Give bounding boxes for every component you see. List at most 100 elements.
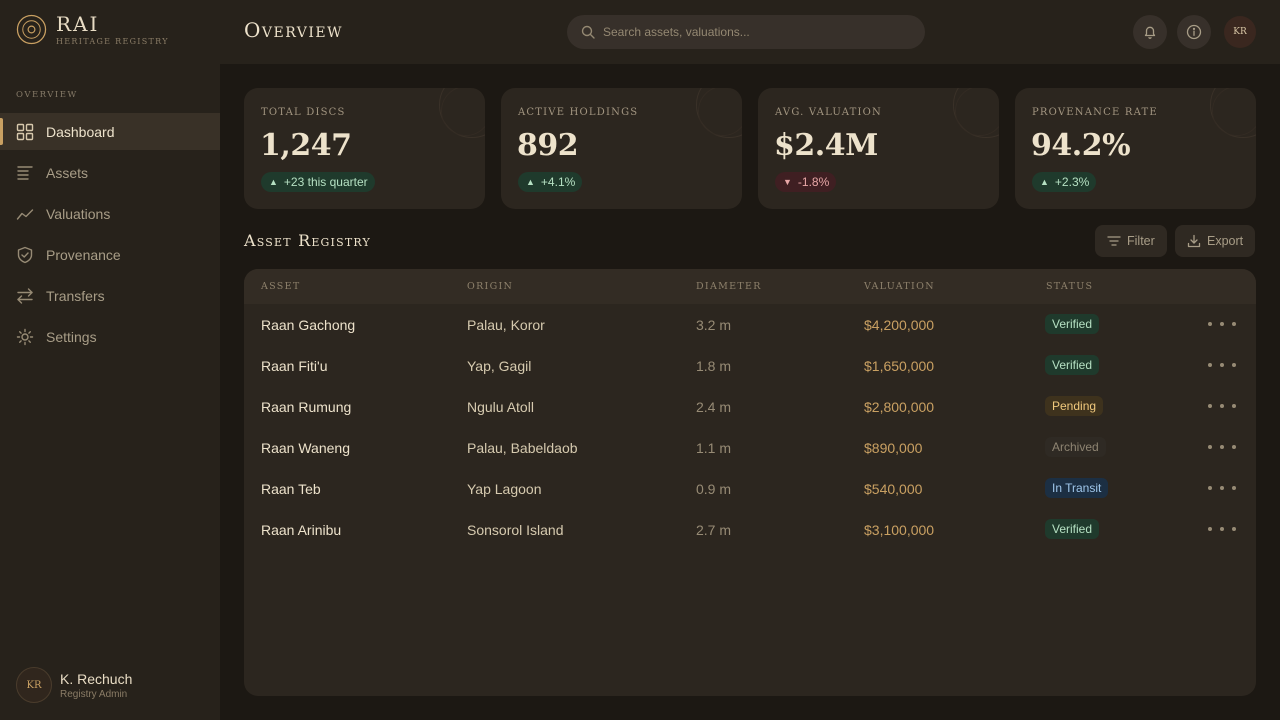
- filter-label: Filter: [1127, 234, 1155, 248]
- sidebar-item-transfers[interactable]: Transfers: [0, 277, 220, 314]
- sidebar-item-settings[interactable]: Settings: [0, 318, 220, 355]
- stat-delta: ▲ +2.3%: [1032, 172, 1097, 192]
- status-badge: Verified: [1045, 355, 1100, 375]
- card-decoration: [698, 88, 742, 136]
- sidebar-item-label: Provenance: [46, 246, 121, 263]
- more-options-icon[interactable]: [1208, 440, 1236, 454]
- column-header-origin[interactable]: Origin: [467, 281, 514, 292]
- sidebar: RAI Heritage Registry Overview Dashboard…: [0, 0, 220, 720]
- user-profile[interactable]: KR K. Rechuch Registry Admin: [16, 667, 132, 703]
- column-header-valuation[interactable]: Valuation: [864, 281, 935, 292]
- stat-card-avg-valuation: Avg. Valuation $2.4M ▼ -1.8%: [758, 88, 999, 209]
- sidebar-item-label: Transfers: [46, 287, 105, 304]
- header-avatar[interactable]: KR: [1224, 16, 1256, 48]
- asset-diameter: 2.7 m: [696, 522, 732, 538]
- asset-valuation: $4,200,000: [864, 317, 935, 333]
- stat-delta: ▲ +23 this quarter: [261, 172, 375, 192]
- arrows-icon: [16, 287, 34, 305]
- notifications-button[interactable]: [1133, 15, 1167, 49]
- stat-value: 1,247: [260, 128, 352, 163]
- gear-icon: [16, 328, 34, 346]
- status-badge: Pending: [1045, 396, 1104, 416]
- status-badge: Verified: [1045, 314, 1100, 334]
- search-input[interactable]: [603, 25, 903, 39]
- card-decoration: [1212, 88, 1256, 136]
- table-row[interactable]: Raan Gachong Palau, Koror 3.2 m $4,200,0…: [244, 304, 1256, 345]
- sidebar-item-label: Assets: [46, 164, 89, 181]
- asset-origin: Yap Lagoon: [467, 481, 542, 497]
- sidebar-item-assets[interactable]: Assets: [0, 154, 220, 191]
- column-header-status[interactable]: Status: [1046, 281, 1094, 292]
- asset-origin: Yap, Gagil: [467, 358, 532, 374]
- stat-label: Active Holdings: [518, 107, 639, 118]
- asset-diameter: 2.4 m: [696, 399, 732, 415]
- user-name: K. Rechuch: [60, 670, 133, 687]
- sidebar-item-provenance[interactable]: Provenance: [0, 236, 220, 273]
- table-row[interactable]: Raan Waneng Palau, Babeldaob 1.1 m $890,…: [244, 427, 1256, 468]
- filter-button[interactable]: Filter: [1095, 225, 1167, 257]
- delta-text: -1.8%: [797, 175, 830, 189]
- export-button[interactable]: Export: [1175, 225, 1256, 257]
- asset-table: Asset Origin Diameter Valuation Status R…: [244, 269, 1256, 696]
- sidebar-item-label: Dashboard: [46, 123, 115, 140]
- stat-label: Provenance Rate: [1032, 107, 1158, 118]
- table-row[interactable]: Raan Teb Yap Lagoon 0.9 m $540,000 In Tr…: [244, 468, 1256, 509]
- sidebar-item-valuations[interactable]: Valuations: [0, 195, 220, 232]
- triangle-up-icon: ▲: [1040, 177, 1049, 187]
- asset-valuation: $3,100,000: [864, 522, 935, 538]
- column-header-asset[interactable]: Asset: [261, 281, 301, 292]
- more-options-icon[interactable]: [1208, 522, 1236, 536]
- asset-origin: Palau, Koror: [467, 317, 545, 333]
- sidebar-item-dashboard[interactable]: Dashboard: [0, 113, 220, 150]
- status-badge: Archived: [1045, 437, 1106, 457]
- asset-name: Raan Rumung: [261, 399, 352, 415]
- status-badge: In Transit: [1045, 478, 1109, 498]
- asset-diameter: 1.8 m: [696, 358, 732, 374]
- stat-label: Avg. Valuation: [775, 107, 882, 118]
- table-row[interactable]: Raan Rumung Ngulu Atoll 2.4 m $2,800,000…: [244, 386, 1256, 427]
- bell-icon: [1144, 26, 1156, 39]
- stat-value: $2.4M: [774, 128, 878, 163]
- search-bar[interactable]: [567, 15, 925, 49]
- triangle-up-icon: ▲: [269, 177, 278, 187]
- more-options-icon[interactable]: [1208, 399, 1236, 413]
- grid-icon: [16, 123, 34, 141]
- stat-card-total-discs: Total Discs 1,247 ▲ +23 this quarter: [244, 88, 485, 209]
- rai-stone-logo-icon: [16, 14, 47, 45]
- filter-icon: [1107, 236, 1121, 246]
- list-icon: [16, 164, 34, 182]
- triangle-up-icon: ▲: [526, 177, 535, 187]
- trend-icon: [16, 205, 34, 223]
- asset-diameter: 3.2 m: [696, 317, 732, 333]
- nav-heading: Overview: [16, 90, 78, 100]
- more-options-icon[interactable]: [1208, 317, 1236, 331]
- more-options-icon[interactable]: [1208, 358, 1236, 372]
- section-title: Asset Registry: [244, 231, 371, 250]
- brand[interactable]: RAI Heritage Registry: [16, 13, 169, 46]
- info-icon: [1186, 24, 1202, 40]
- asset-name: Raan Waneng: [261, 440, 350, 456]
- more-options-icon[interactable]: [1208, 481, 1236, 495]
- asset-origin: Sonsorol Island: [467, 522, 564, 538]
- download-icon: [1187, 234, 1201, 248]
- asset-name: Raan Gachong: [261, 317, 356, 333]
- stat-value: 94.2%: [1031, 128, 1131, 163]
- triangle-down-icon: ▼: [783, 177, 792, 187]
- table-header: Asset Origin Diameter Valuation Status: [244, 269, 1256, 304]
- delta-text: +4.1%: [540, 175, 576, 189]
- table-row[interactable]: Raan Fiti'u Yap, Gagil 1.8 m $1,650,000 …: [244, 345, 1256, 386]
- card-decoration: [441, 88, 485, 136]
- stat-card-active-holdings: Active Holdings 892 ▲ +4.1%: [501, 88, 742, 209]
- delta-text: +2.3%: [1054, 175, 1090, 189]
- column-header-diameter[interactable]: Diameter: [696, 281, 762, 292]
- asset-diameter: 0.9 m: [696, 481, 732, 497]
- brand-subtitle: Heritage Registry: [56, 37, 169, 46]
- asset-valuation: $890,000: [864, 440, 923, 456]
- shield-icon: [16, 246, 34, 264]
- card-decoration: [955, 88, 999, 136]
- asset-valuation: $2,800,000: [864, 399, 935, 415]
- page-title: Overview: [244, 18, 344, 42]
- info-button[interactable]: [1177, 15, 1211, 49]
- table-row[interactable]: Raan Arinibu Sonsorol Island 2.7 m $3,10…: [244, 509, 1256, 550]
- sidebar-nav: Dashboard Assets Valuations Provenance T…: [0, 113, 220, 359]
